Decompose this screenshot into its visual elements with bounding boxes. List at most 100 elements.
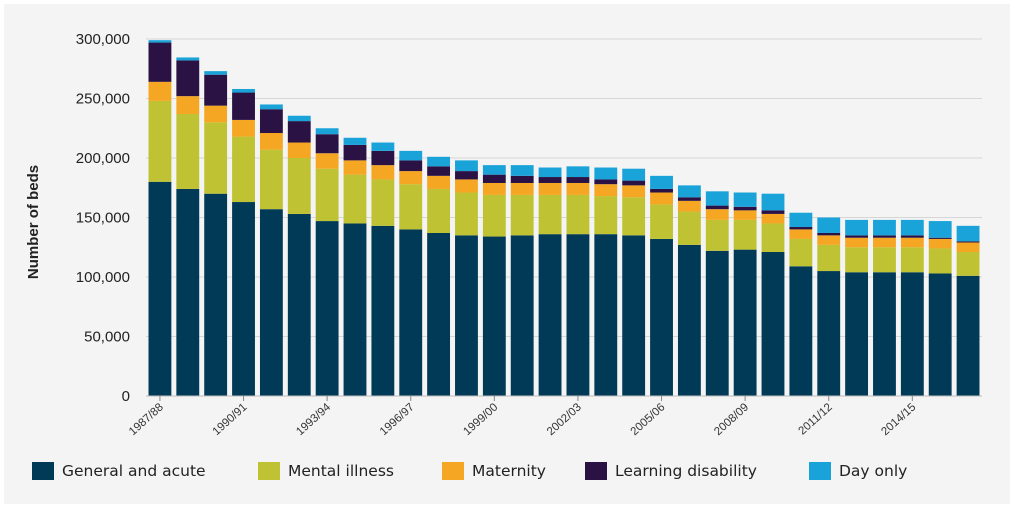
- bar-stack: [399, 150, 423, 396]
- bar-segment-general-and-acute: [733, 249, 757, 396]
- bar-stack: [594, 167, 618, 396]
- y-tick-label: 0: [122, 388, 130, 405]
- bar-segment-mental-illness: [176, 113, 200, 189]
- bar-segment-mental-illness: [427, 188, 451, 233]
- legend-item: Day only: [809, 459, 907, 483]
- bar-stack: [900, 219, 924, 396]
- bar-segment-maternity: [510, 182, 534, 195]
- bar-segment-mental-illness: [845, 247, 869, 273]
- legend-swatch: [32, 462, 54, 480]
- bar-segment-maternity: [148, 81, 172, 101]
- bar-segment-learning-disability: [650, 188, 673, 193]
- bar-segment-learning-disability: [176, 60, 200, 97]
- bar-stack: [873, 219, 896, 396]
- bar-segment-general-and-acute: [900, 272, 924, 396]
- bar-segment-general-and-acute: [399, 229, 423, 396]
- bar-segment-mental-illness: [399, 184, 423, 230]
- bar-segment-day-only: [399, 150, 423, 161]
- bar-segment-maternity: [315, 153, 339, 169]
- legend-label: Day only: [839, 462, 908, 480]
- x-tick-label: 2005/06: [629, 401, 668, 438]
- bar-segment-day-only: [176, 57, 200, 61]
- bar-segment-general-and-acute: [176, 188, 200, 396]
- bar-segment-mental-illness: [232, 136, 255, 203]
- gridlines: [146, 38, 982, 397]
- bar-segment-learning-disability: [845, 235, 869, 238]
- x-tick-label: 1993/94: [294, 401, 333, 438]
- bar-segment-maternity: [287, 142, 311, 158]
- y-tick-label: 100,000: [76, 269, 130, 286]
- y-axis-ticks: 0 50,000 100,000 150,000 200,000 250,000 300,0…: [76, 31, 130, 405]
- bar-segment-maternity: [622, 185, 646, 198]
- bar-segment-learning-disability: [259, 109, 283, 134]
- y-tick-label: 250,000: [76, 91, 130, 108]
- bar-segment-learning-disability: [371, 150, 395, 166]
- bar-segment-mental-illness: [204, 122, 228, 194]
- bar-segment-day-only: [343, 137, 367, 145]
- bar-segment-maternity: [538, 182, 562, 195]
- bar-segment-general-and-acute: [315, 221, 339, 396]
- legend-swatch: [809, 462, 831, 480]
- bar-segment-learning-disability: [427, 166, 451, 176]
- bar-segment-day-only: [287, 115, 311, 122]
- bar-segment-day-only: [733, 192, 757, 207]
- bar-segment-mental-illness: [455, 192, 478, 236]
- bar-segment-maternity: [789, 229, 813, 239]
- bar-stack: [343, 137, 367, 396]
- legend-swatch: [585, 462, 607, 480]
- bar-segment-day-only: [677, 185, 701, 198]
- bar-segment-general-and-acute: [371, 225, 395, 396]
- bar-segment-day-only: [232, 88, 255, 93]
- y-axis-label: Number of beds: [25, 165, 42, 279]
- legend-swatch: [442, 462, 464, 480]
- bar-segment-learning-disability: [900, 235, 924, 238]
- bar-segment-learning-disability: [622, 180, 646, 186]
- bar-segment-maternity: [232, 119, 255, 137]
- x-tick-label: 2002/03: [545, 401, 584, 438]
- legend-label: Mental illness: [288, 462, 394, 480]
- bar-stack: [817, 217, 841, 396]
- bar-segment-learning-disability: [482, 174, 506, 183]
- bar-segment-maternity: [259, 133, 283, 150]
- legend-item: General and acute: [32, 459, 206, 483]
- x-tick-label: 2011/12: [796, 401, 834, 437]
- bar-segment-day-only: [622, 168, 646, 181]
- bar-segment-maternity: [761, 213, 785, 224]
- bar-segment-maternity: [928, 238, 952, 249]
- bar-segment-maternity: [594, 184, 618, 197]
- bar-segment-maternity: [677, 200, 701, 212]
- bar-segment-general-and-acute: [705, 250, 729, 396]
- bar-segment-mental-illness: [956, 252, 980, 276]
- bar-segment-general-and-acute: [594, 234, 618, 396]
- bar-segment-learning-disability: [761, 210, 785, 214]
- bar-segment-learning-disability: [204, 74, 228, 106]
- bar-segment-mental-illness: [817, 244, 841, 272]
- bar-stack: [956, 225, 980, 396]
- bar-segment-mental-illness: [733, 219, 757, 250]
- bar-segment-mental-illness: [482, 194, 506, 237]
- x-tick-label: 2014/15: [879, 401, 918, 438]
- stacked-bar-chart: 0 50,000 100,000 150,000 200,000 250,000 300,0…: [25, 31, 982, 438]
- legend-item: Learning disability: [585, 459, 757, 483]
- bar-segment-maternity: [705, 209, 729, 220]
- bar-segment-general-and-acute: [817, 271, 841, 396]
- bar-segment-learning-disability: [510, 175, 534, 183]
- bar-segment-general-and-acute: [538, 234, 562, 396]
- legend: General and acute Mental illness Maternity…: [32, 459, 992, 483]
- bar-segment-day-only: [650, 175, 673, 189]
- bar-stack: [510, 165, 534, 396]
- bar-segment-maternity: [650, 192, 673, 205]
- bar-stack: [287, 115, 311, 396]
- bar-stack: [733, 192, 757, 396]
- bar-segment-maternity: [427, 175, 451, 189]
- bar-segment-general-and-acute: [789, 266, 813, 396]
- bar-segment-mental-illness: [259, 149, 283, 210]
- legend-item: Maternity: [442, 459, 546, 483]
- bar-segment-mental-illness: [510, 194, 534, 236]
- bar-segment-day-only: [789, 212, 813, 228]
- y-tick-label: 200,000: [76, 150, 130, 167]
- bar-segment-maternity: [204, 105, 228, 123]
- bar-segment-general-and-acute: [427, 232, 451, 396]
- bar-segment-general-and-acute: [622, 235, 646, 396]
- y-tick-label: 50,000: [84, 329, 130, 346]
